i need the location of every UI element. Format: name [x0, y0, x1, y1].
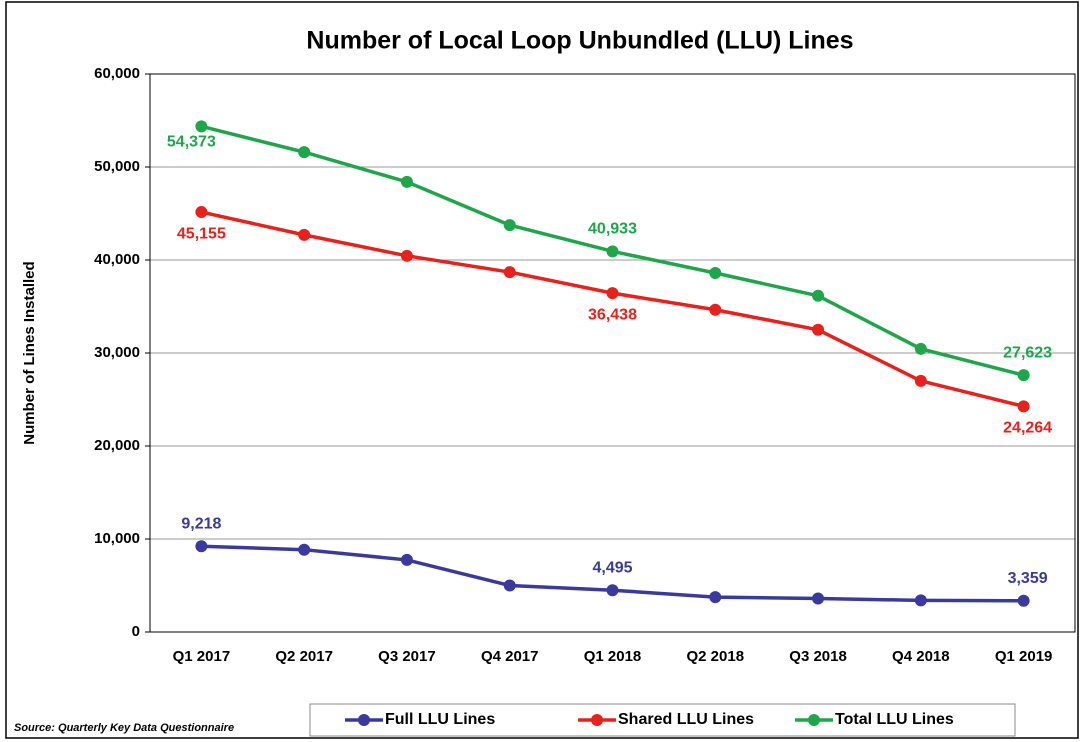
data-label: 40,933 [588, 221, 637, 238]
point [914, 342, 927, 355]
x-tick-label: Q1 2017 [173, 648, 231, 665]
point [914, 374, 927, 387]
chart-border [5, 1, 1079, 739]
legend-label: Full LLU Lines [385, 711, 495, 728]
point [503, 266, 516, 279]
data-label: 9,218 [181, 515, 221, 532]
data-label: 45,155 [177, 225, 226, 242]
point [606, 245, 619, 258]
plot-border [149, 73, 1076, 633]
point [1017, 369, 1030, 382]
point [709, 303, 722, 316]
y-tick-label: 50,000 [94, 158, 140, 175]
x-tick-label: Q4 2017 [481, 648, 539, 665]
point [400, 249, 413, 262]
point [709, 591, 722, 604]
y-tick-label: 40,000 [94, 251, 140, 268]
data-label: 54,373 [167, 134, 216, 151]
point [606, 584, 619, 597]
point [1017, 400, 1030, 413]
x-tick-label: Q2 2018 [687, 648, 745, 665]
x-tick-label: Q1 2019 [995, 648, 1053, 665]
legend-box [309, 703, 1016, 737]
data-label: 4,495 [592, 559, 632, 576]
point [503, 579, 516, 592]
x-tick-label: Q3 2017 [378, 648, 436, 665]
point [812, 323, 825, 336]
y-tick-label: 20,000 [94, 437, 140, 454]
legend-label: Shared LLU Lines [618, 711, 754, 728]
y-tick-label: 0 [132, 623, 140, 640]
y-tick-label: 60,000 [94, 65, 140, 82]
point [812, 289, 825, 302]
point [298, 228, 311, 241]
y-tick-label: 30,000 [94, 344, 140, 361]
x-tick-label: Q2 2017 [275, 648, 333, 665]
point [195, 206, 208, 219]
point [298, 543, 311, 556]
x-tick-label: Q1 2018 [584, 648, 642, 665]
source-note: Source: Quarterly Key Data Questionnaire [14, 722, 234, 734]
x-tick-label: Q3 2018 [789, 648, 847, 665]
x-tick-label: Q4 2018 [892, 648, 950, 665]
point [709, 267, 722, 280]
point [400, 175, 413, 188]
legend-marker [358, 714, 370, 726]
point [1017, 594, 1030, 607]
point [812, 592, 825, 605]
point [298, 146, 311, 159]
point [400, 553, 413, 566]
data-label: 24,264 [1003, 420, 1052, 437]
y-axis-label: Number of Lines Installed [21, 261, 38, 444]
point [503, 219, 516, 232]
legend-label: Total LLU Lines [835, 711, 954, 728]
y-tick-label: 10,000 [94, 530, 140, 547]
chart-title: Number of Local Loop Unbundled (LLU) Lin… [306, 27, 853, 55]
legend-marker [808, 714, 820, 726]
legend-marker [591, 714, 603, 726]
point [606, 287, 619, 300]
point [195, 120, 208, 133]
data-label: 27,623 [1003, 344, 1052, 361]
data-label: 36,438 [588, 306, 637, 323]
data-label: 3,359 [1008, 570, 1048, 587]
point [914, 594, 927, 607]
point [195, 540, 208, 553]
